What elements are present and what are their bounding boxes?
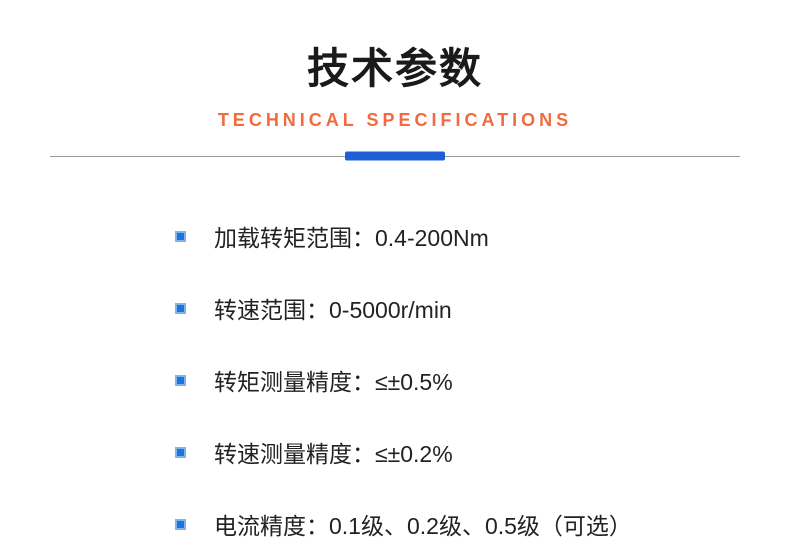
spec-text: 加载转矩范围：0.4-200Nm — [214, 219, 489, 253]
spec-item: 加载转矩范围：0.4-200Nm — [175, 219, 790, 253]
divider — [50, 151, 740, 161]
spec-item: 转速范围：0-5000r/min — [175, 291, 790, 325]
divider-accent — [345, 152, 445, 161]
spec-list: 加载转矩范围：0.4-200Nm 转速范围：0-5000r/min 转矩测量精度… — [0, 219, 790, 541]
spec-text: 转速测量精度：≤±0.2% — [214, 435, 453, 469]
spec-text: 转速范围：0-5000r/min — [214, 291, 452, 325]
page-title-en: TECHNICAL SPECIFICATIONS — [0, 110, 790, 131]
bullet-icon — [175, 447, 186, 458]
spec-item: 电流精度：0.1级、0.2级、0.5级（可选） — [175, 507, 790, 541]
bullet-icon — [175, 375, 186, 386]
spec-item: 转矩测量精度：≤±0.5% — [175, 363, 790, 397]
bullet-icon — [175, 519, 186, 530]
spec-text: 转矩测量精度：≤±0.5% — [214, 363, 453, 397]
page-title-cn: 技术参数 — [0, 35, 790, 96]
bullet-icon — [175, 231, 186, 242]
spec-text: 电流精度：0.1级、0.2级、0.5级（可选） — [214, 507, 632, 541]
spec-item: 转速测量精度：≤±0.2% — [175, 435, 790, 469]
bullet-icon — [175, 303, 186, 314]
